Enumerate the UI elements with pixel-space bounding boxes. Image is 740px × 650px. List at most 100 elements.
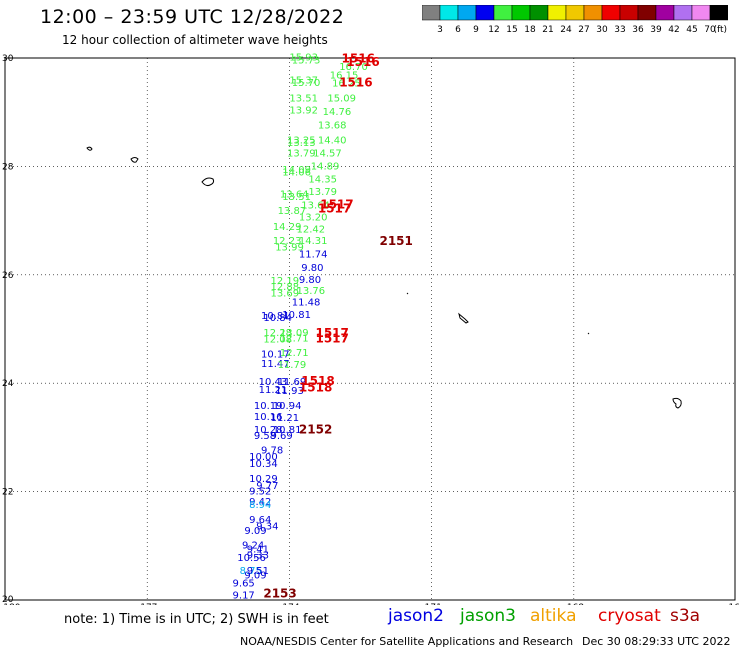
swh-value: 15.70: [292, 78, 321, 89]
pass-time-label: 1517: [318, 201, 351, 215]
swh-value: 9.80: [299, 275, 321, 286]
y-tick-label: 20: [2, 595, 14, 605]
swh-value: 10.34: [249, 459, 278, 470]
swh-value: 10.84: [263, 313, 292, 324]
pass-time-label: 1516: [346, 55, 379, 69]
y-tick-label: 28: [2, 162, 14, 172]
swh-value: 12.08: [263, 335, 292, 346]
scale-label: 21: [542, 25, 553, 35]
legend-entry-jason3: jason3: [460, 606, 516, 626]
swh-value: 15.73: [292, 55, 321, 66]
swh-value: 10.17: [261, 350, 290, 361]
swh-value: 9.64: [249, 515, 271, 526]
pass-time-label: 2153: [263, 586, 296, 600]
island-outline: [201, 177, 215, 187]
legend-entry-s3a: s3a: [670, 606, 701, 626]
pass-time-label: 1516: [342, 51, 375, 65]
swh-value: 10.43: [259, 377, 288, 388]
island-outline: [406, 292, 409, 295]
swh-value: 13.99: [275, 242, 304, 253]
swh-value: 13.51: [289, 93, 318, 104]
pass-time-label: 1518: [299, 380, 332, 394]
x-tick-label: -168: [564, 603, 585, 605]
scale-label: 24: [560, 25, 572, 35]
pass-time-label: 2152: [299, 423, 332, 437]
pass-time-label: 1517: [320, 198, 353, 212]
swh-value: 8.94: [249, 500, 271, 511]
swh-value: 13.64: [280, 189, 309, 200]
swh-value: 9.17: [233, 590, 255, 601]
swh-value: 16.70: [339, 62, 368, 73]
swh-value: 9.34: [256, 522, 278, 533]
swh-value: 13.68: [318, 120, 347, 131]
swh-value: 14.31: [299, 236, 328, 247]
island-outline: [458, 312, 469, 324]
swh-value: 15.37: [289, 75, 318, 86]
swh-value: 12.19: [270, 276, 299, 287]
swh-value: 12.71: [280, 348, 309, 359]
y-tick-label: 22: [2, 488, 13, 498]
swh-value: 16.15: [330, 71, 359, 82]
swh-value: 10.81: [261, 311, 290, 322]
island-outline: [130, 157, 139, 163]
x-tick-label: -177: [137, 603, 157, 605]
swh-value: 9.78: [261, 446, 283, 457]
scale-label: 3: [437, 25, 443, 35]
swh-value: 13.25: [287, 136, 316, 147]
swh-value: 16.25: [332, 79, 361, 90]
swh-value: 9.51: [247, 566, 269, 577]
swh-value: 10.28: [254, 425, 283, 436]
swh-value: 15.93: [289, 53, 318, 64]
swh-value: 13.20: [299, 213, 328, 224]
swh-value: 12.28: [263, 328, 292, 339]
legend-entry-cryosat: cryosat: [598, 606, 661, 626]
swh-value: 9.52: [249, 486, 271, 497]
swh-value: 11.21: [259, 385, 288, 396]
scale-unit: (ft): [713, 25, 727, 35]
swh-value: 14.40: [318, 136, 347, 147]
scale-label: 27: [578, 25, 589, 35]
swh-value: 12.23: [273, 236, 302, 247]
map-plot: -180 -177 -174 -171 -168 -16 30 28 26 24 22 20 15.9…: [0, 51, 740, 605]
scale-label: 42: [668, 25, 679, 35]
scale-label: 39: [650, 25, 662, 35]
legend-entry-altika: altika: [530, 606, 577, 626]
pass-time-label: 1517: [315, 332, 348, 346]
swh-value: 13.92: [289, 105, 318, 116]
swh-value: 9.65: [233, 578, 255, 589]
swh-value: 11.69: [278, 377, 307, 388]
swh-value: 12.42: [297, 225, 326, 236]
swh-value: 11.79: [278, 360, 307, 371]
swh-value: 13.76: [297, 286, 326, 297]
x-tick-label: -16: [725, 603, 740, 605]
swh-value: 10.19: [254, 401, 283, 412]
y-tick-label: 30: [2, 54, 14, 64]
swh-value: 10.81: [273, 425, 302, 436]
generation-timestamp: Dec 30 08:29:33 UTC 2022: [582, 635, 731, 648]
swh-value: 12.71: [280, 333, 309, 344]
swh-value: 9.09: [244, 570, 266, 581]
swh-value: 9.77: [256, 481, 278, 492]
swh-value: 8.75: [240, 566, 262, 577]
swh-value: 9.80: [301, 263, 323, 274]
pass-time-label: 1516: [339, 76, 372, 90]
pass-time-label: 2151: [379, 234, 412, 248]
swh-value: 11.21: [270, 413, 299, 424]
swh-value: 10.94: [273, 401, 302, 412]
swh-value: 13.79: [287, 149, 316, 160]
y-tick-label: 26: [2, 271, 14, 281]
swh-value: 14.09: [282, 165, 311, 176]
island-outline: [672, 397, 682, 409]
x-tick-label: -171: [421, 603, 441, 605]
swh-value: 10.81: [282, 310, 311, 321]
swh-value: 10.29: [249, 474, 278, 485]
legend-entry-jason2: jason2: [388, 606, 444, 626]
credit-text: NOAA/NESDIS Center for Satellite Applica…: [240, 635, 574, 648]
swh-value: 9.41: [247, 544, 269, 555]
scale-swatch: [709, 5, 728, 21]
island-outline: [587, 332, 590, 335]
scale-label: 36: [632, 25, 644, 35]
swh-value: 15.09: [327, 93, 356, 104]
swh-value: 13.09: [280, 328, 309, 339]
